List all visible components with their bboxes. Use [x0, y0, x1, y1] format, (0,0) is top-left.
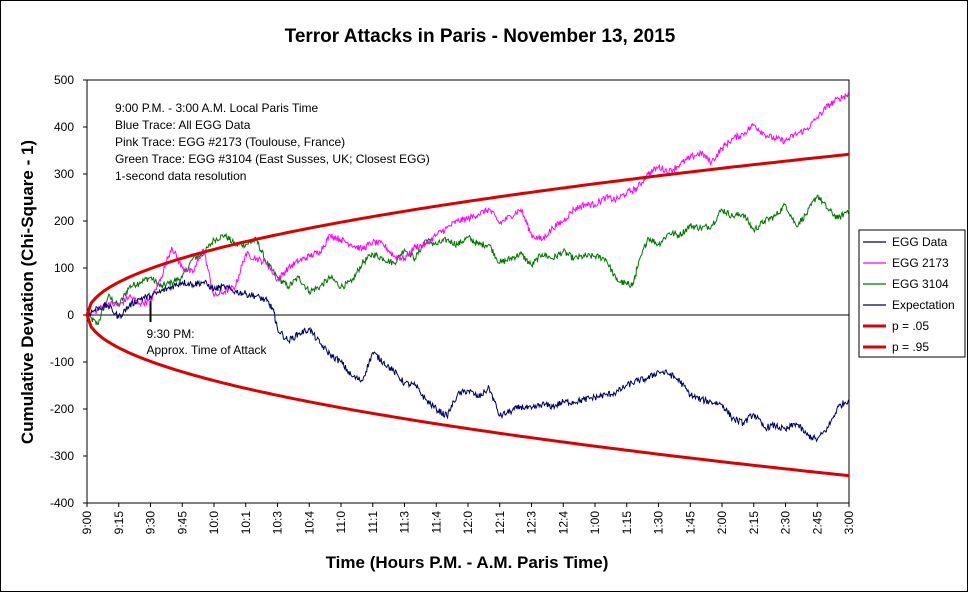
- x-tick-label: 2:00: [715, 511, 729, 535]
- y-tick-label: 300: [54, 167, 74, 181]
- legend-label: Expectation: [892, 298, 955, 312]
- x-tick-label: 11:0: [334, 511, 348, 534]
- p05-envelope: [85, 152, 850, 316]
- x-tick-label: 3:00: [842, 511, 856, 535]
- chart-title: Terror Attacks in Paris - November 13, 2…: [285, 26, 676, 47]
- note-line: Pink Trace: EGG #2173 (Toulouse, France): [115, 135, 345, 149]
- y-tick-label: -200: [50, 402, 74, 416]
- y-tick-label: 0: [67, 308, 74, 322]
- x-tick-label: 1:45: [683, 511, 697, 535]
- note-line: 9:00 P.M. - 3:00 A.M. Local Paris Time: [115, 101, 319, 115]
- x-tick-label: 12:0: [461, 511, 475, 535]
- x-axis-title: Time (Hours P.M. - A.M. Paris Time): [326, 553, 609, 572]
- x-tick-label: 9:30: [144, 511, 158, 535]
- x-tick-label: 2:15: [747, 511, 761, 535]
- y-tick-label: 400: [54, 120, 74, 134]
- x-tick-label: 11:3: [398, 511, 412, 534]
- x-tick-label: 9:45: [175, 511, 189, 535]
- legend-box: [858, 229, 966, 358]
- egg-2173-series: [86, 92, 850, 320]
- y-tick-label: -300: [50, 449, 74, 463]
- legend-label: EGG 3104: [892, 277, 949, 291]
- x-tick-label: 9:15: [112, 511, 126, 535]
- x-tick-label: 12:4: [556, 511, 570, 535]
- x-tick-label: 10:0: [207, 511, 221, 535]
- x-tick-label: 10:3: [271, 511, 285, 535]
- x-tick-label: 1:30: [652, 511, 666, 535]
- note-line: 1-second data resolution: [115, 169, 246, 183]
- x-tick-label: 12:1: [493, 511, 507, 535]
- x-tick-label: 12:3: [525, 511, 539, 535]
- y-tick-label: 100: [54, 261, 74, 275]
- x-tick-label: 11:4: [429, 511, 443, 534]
- x-tick-label: 11:1: [366, 511, 380, 534]
- legend-label: p = .05: [892, 319, 929, 333]
- p95-envelope: [85, 314, 850, 478]
- x-tick-label: 9:00: [80, 511, 94, 535]
- plot-area: [86, 79, 850, 504]
- x-tick-label: 1:00: [588, 511, 602, 535]
- legend-label: EGG 2173: [892, 256, 949, 270]
- note-line: Green Trace: EGG #3104 (East Susses, UK;…: [115, 152, 430, 166]
- annotation-label-time: 9:30 PM:: [147, 327, 195, 341]
- egg-data-series: [86, 279, 850, 443]
- legend-label: EGG Data: [892, 235, 948, 249]
- y-axis-title: Cumulative Deviation (Chi-Square - 1): [18, 140, 37, 444]
- x-tick-label: 10:4: [302, 511, 316, 535]
- annotation-label-desc: Approx. Time of Attack: [147, 343, 268, 357]
- x-tick-label: 10:1: [239, 511, 253, 535]
- egg-3104-series: [86, 194, 850, 326]
- y-tick-label: 200: [54, 214, 74, 228]
- x-tick-label: 1:15: [620, 511, 634, 535]
- x-tick-label: 2:30: [779, 511, 793, 535]
- legend-label: p = .95: [892, 340, 929, 354]
- y-tick-label: 500: [54, 73, 74, 87]
- x-tick-label: 2:45: [810, 511, 824, 535]
- legend: EGG Data EGG 2173 EGG 3104 Expectation p = .…: [858, 229, 966, 358]
- note-line: Blue Trace: All EGG Data: [115, 118, 251, 132]
- chart-notes: 9:00 P.M. - 3:00 A.M. Local Paris Time Bl…: [115, 101, 430, 183]
- y-tick-label: -100: [50, 355, 74, 369]
- y-tick-label: -400: [50, 496, 74, 510]
